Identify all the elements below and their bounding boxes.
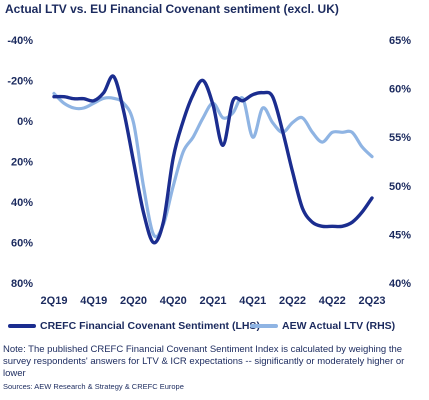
x-tick-label: 4Q19 <box>80 295 107 307</box>
series-lines <box>54 76 372 243</box>
right-tick-label: 50% <box>389 181 411 193</box>
left-axis-tick-labels: -40% -20% 0% 20% 40% 60% 80% <box>7 35 33 290</box>
x-tick-label: 2Q20 <box>120 295 147 307</box>
legend-swatch-crefc <box>8 324 36 328</box>
left-tick-label: 80% <box>11 278 33 290</box>
right-axis-tick-labels: 65% 60% 55% 50% 45% 40% <box>389 35 411 290</box>
right-tick-label: 55% <box>389 132 411 144</box>
x-tick-label: 4Q21 <box>239 295 266 307</box>
left-tick-label: -20% <box>7 76 33 88</box>
right-tick-label: 65% <box>389 35 411 47</box>
x-tick-label: 4Q22 <box>319 295 346 307</box>
legend-label-crefc: CREFC Financial Covenant Sentiment (LHS) <box>40 318 260 334</box>
series-line-aew <box>54 94 372 237</box>
x-tick-label: 2Q19 <box>41 295 68 307</box>
legend-label-aew: AEW Actual LTV (RHS) <box>282 318 395 334</box>
left-tick-label: 60% <box>11 238 33 250</box>
x-tick-label: 2Q21 <box>200 295 227 307</box>
left-tick-label: 20% <box>11 157 33 169</box>
series-line-crefc <box>54 76 372 243</box>
right-tick-label: 40% <box>389 278 411 290</box>
footnote: Note: The published CREFC Financial Cove… <box>3 344 423 380</box>
right-tick-label: 45% <box>389 229 411 241</box>
legend-swatch-aew <box>250 324 278 328</box>
x-tick-label: 4Q20 <box>160 295 187 307</box>
left-tick-label: 0% <box>17 116 33 128</box>
x-axis-tick-labels: 2Q19 4Q19 2Q20 4Q20 2Q21 4Q21 2Q22 4Q22 2Q23 <box>41 295 386 307</box>
x-tick-label: 2Q23 <box>359 295 386 307</box>
legend: CREFC Financial Covenant Sentiment (LHS)… <box>8 318 423 334</box>
x-tick-label: 2Q22 <box>279 295 306 307</box>
right-tick-label: 60% <box>389 84 411 96</box>
line-chart: -40% -20% 0% 20% 40% 60% 80% 65% 60% 55% 50% 45% 40… <box>0 0 429 318</box>
left-tick-label: 40% <box>11 197 33 209</box>
sources-text: Sources: AEW Research & Strategy & CREFC… <box>3 382 184 391</box>
left-tick-label: -40% <box>7 35 33 47</box>
